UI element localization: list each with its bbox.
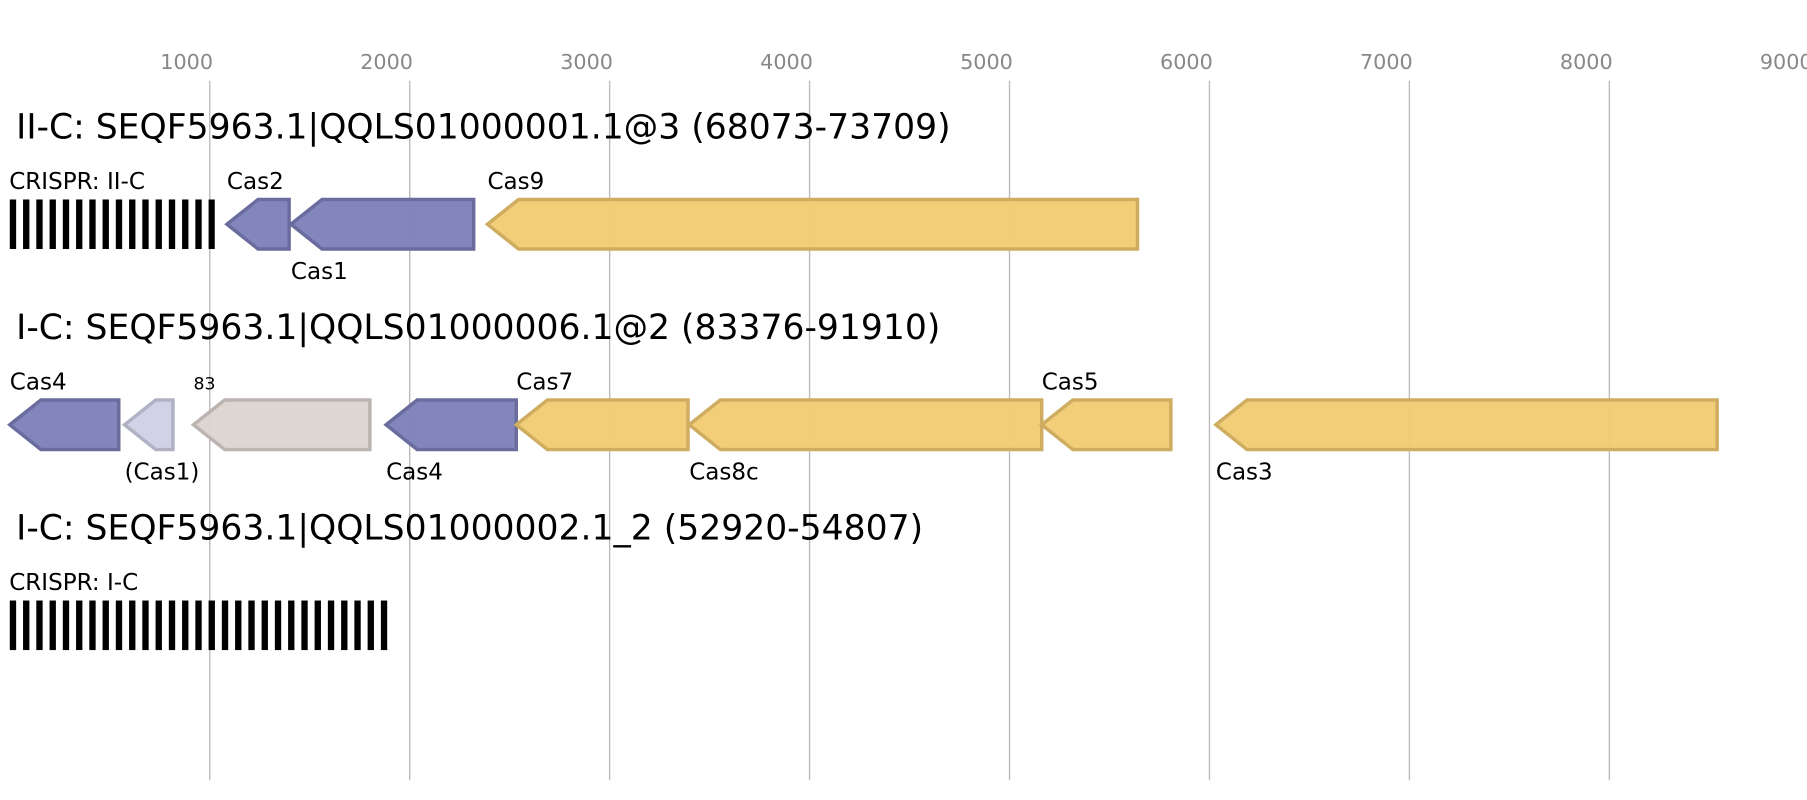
track-title: I-C: SEQF5963.1|QQLS01000006.1@2 (83376-… <box>16 308 940 348</box>
x-tick-label: 8000 <box>1560 50 1613 74</box>
crispr-repeat <box>76 600 83 651</box>
crispr-repeat <box>288 600 295 651</box>
crispr-repeat <box>261 600 268 651</box>
gene-label: 83 <box>194 375 216 395</box>
crispr-label: CRISPR: II-C <box>9 169 145 195</box>
crispr-repeat <box>195 600 202 651</box>
gene <box>484 197 1140 251</box>
crispr-repeat <box>155 199 162 250</box>
crispr-repeat <box>49 199 56 250</box>
crispr-repeat <box>36 600 43 651</box>
gene-label: Cas2 <box>227 169 284 195</box>
x-tick-label: 7000 <box>1360 50 1413 74</box>
crispr-repeat <box>301 600 308 651</box>
track-title: I-C: SEQF5963.1|QQLS01000002.1_2 (52920-… <box>16 508 923 548</box>
x-tick-label: 2000 <box>360 50 413 74</box>
crispr-repeat <box>142 600 149 651</box>
gene <box>513 398 690 452</box>
gene <box>686 398 1044 452</box>
crispr-repeat <box>36 199 43 250</box>
gene <box>1213 398 1719 452</box>
gene <box>121 398 175 452</box>
crispr-repeat <box>142 199 149 250</box>
x-tick-label: 6000 <box>1160 50 1213 74</box>
crispr-repeat <box>76 199 83 250</box>
crispr-repeat <box>182 600 189 651</box>
crispr-repeat <box>102 199 109 250</box>
gene <box>7 398 121 452</box>
crispr-repeat <box>274 600 282 651</box>
crispr-repeat <box>195 199 202 250</box>
crispr-repeat <box>248 600 255 651</box>
crispr-repeat <box>380 600 388 651</box>
gene-label: Cas3 <box>1216 460 1273 486</box>
crispr-array <box>9 199 215 250</box>
gene-label: Cas4 <box>386 460 443 486</box>
crispr-repeat <box>327 600 335 651</box>
gene <box>1038 398 1173 452</box>
x-tick-label: 4000 <box>760 50 813 74</box>
gene-label: Cas4 <box>10 370 67 396</box>
gene <box>383 398 518 452</box>
crispr-repeat <box>129 199 136 250</box>
x-tick-label: 3000 <box>560 50 613 74</box>
x-tick-label: 9000 <box>1760 50 1807 74</box>
crispr-repeat <box>168 600 176 651</box>
crispr-repeat <box>208 199 215 250</box>
crispr-repeat <box>367 600 374 651</box>
crispr-repeat <box>341 600 348 651</box>
gene <box>288 197 476 251</box>
track-title: II-C: SEQF5963.1|QQLS01000001.1@3 (68073… <box>16 107 950 147</box>
crispr-repeat <box>208 600 215 651</box>
crispr-repeat <box>182 199 189 250</box>
crispr-repeat <box>221 600 229 651</box>
gene-label: Cas5 <box>1042 370 1099 396</box>
gene-label: Cas7 <box>516 370 573 396</box>
x-tick-label: 5000 <box>960 50 1013 74</box>
crispr-repeat <box>49 600 56 651</box>
crispr-repeat <box>62 199 70 250</box>
crispr-repeat <box>115 600 123 651</box>
gene-label: Cas9 <box>487 169 544 195</box>
crispr-repeat <box>9 199 17 250</box>
gene-label: Cas1 <box>291 259 348 285</box>
crispr-repeat <box>155 600 162 651</box>
crispr-repeat <box>62 600 70 651</box>
gene-label: (Cas1) <box>125 460 200 486</box>
crispr-repeat <box>9 600 17 651</box>
crispr-repeat <box>23 199 30 250</box>
crispr-repeat <box>314 600 321 651</box>
crispr-repeat <box>115 199 123 250</box>
crispr-repeat <box>129 600 136 651</box>
gene <box>224 197 291 251</box>
crispr-repeat <box>23 600 30 651</box>
crispr-repeat <box>89 199 96 250</box>
crispr-array <box>9 600 388 651</box>
x-tick-label: 1000 <box>160 50 213 74</box>
crispr-repeat <box>168 199 176 250</box>
gene-label: Cas8c <box>689 460 759 486</box>
crispr-repeat <box>102 600 109 651</box>
gene <box>190 398 372 452</box>
crispr-repeat <box>89 600 96 651</box>
crispr-label: CRISPR: I-C <box>9 570 138 596</box>
crispr-repeat <box>235 600 242 651</box>
crispr-repeat <box>354 600 361 651</box>
